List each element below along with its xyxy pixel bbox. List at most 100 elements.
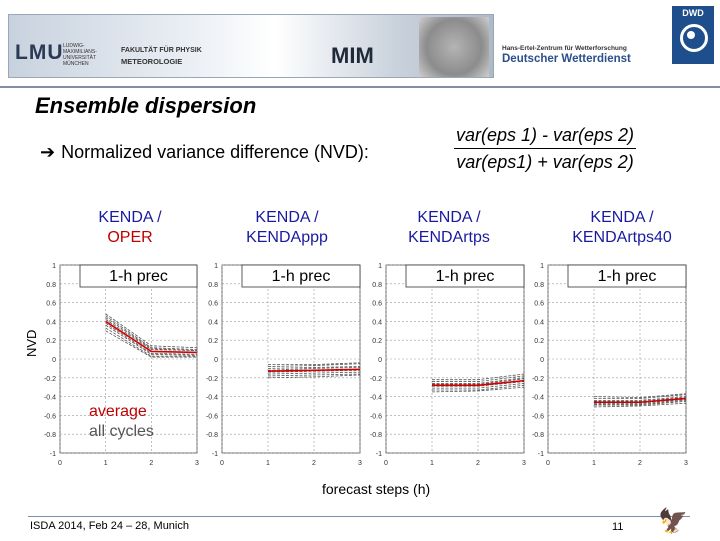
formula-numerator: var(eps 1) - var(eps 2) bbox=[454, 125, 637, 149]
eagle-emblem-icon: 🦅 bbox=[658, 507, 688, 535]
y-tick-label: 0.8 bbox=[372, 282, 382, 289]
member-series-line bbox=[594, 400, 687, 406]
experiment-label-line2: OPER bbox=[107, 229, 153, 246]
y-tick-label: -0.2 bbox=[44, 376, 56, 383]
header-rule bbox=[0, 86, 720, 88]
y-tick-label: 0.8 bbox=[46, 282, 56, 289]
average-annotation: average all cycles bbox=[89, 402, 154, 442]
member-series-line bbox=[432, 383, 525, 389]
y-tick-label: -0.2 bbox=[370, 376, 382, 383]
panel-label: 1-h prec bbox=[436, 268, 495, 285]
experiment-label-line2: KENDArtps40 bbox=[572, 229, 672, 246]
faculty-label: FAKULTÄT FÜR PHYSIK bbox=[121, 47, 202, 54]
y-tick-label: 0.2 bbox=[534, 338, 544, 345]
y-tick-label: 0 bbox=[540, 357, 544, 364]
member-series-line bbox=[267, 374, 361, 379]
institution-banner: LMU LUDWIG- MAXIMILIANS- UNIVERSITÄT MÜN… bbox=[8, 14, 494, 78]
member-series-line bbox=[267, 373, 361, 377]
y-tick-label: -0.4 bbox=[370, 395, 382, 402]
panel-label-box bbox=[567, 264, 687, 288]
panel-label-box bbox=[405, 264, 525, 288]
member-series-line bbox=[105, 322, 198, 355]
experiment-label-line1: KENDA / bbox=[98, 209, 162, 226]
member-series-line bbox=[105, 319, 198, 351]
mim-logo: MIM bbox=[331, 43, 374, 68]
dwd-logo-text: DWD bbox=[682, 8, 704, 18]
x-tick-label: 2 bbox=[149, 460, 153, 467]
slide-title: Ensemble dispersion bbox=[35, 93, 257, 118]
y-tick-label: -0.4 bbox=[44, 395, 56, 402]
x-tick-label: 3 bbox=[195, 460, 199, 467]
x-tick-label: 0 bbox=[58, 460, 62, 467]
x-tick-label: 3 bbox=[358, 460, 362, 467]
panel-label: 1-h prec bbox=[109, 268, 168, 285]
department-label: METEOROLOGIE bbox=[121, 57, 183, 66]
member-series-line bbox=[267, 363, 361, 367]
y-tick-label: 1 bbox=[378, 263, 382, 270]
dwd-swirl-center-icon bbox=[687, 31, 695, 39]
x-tick-label: 2 bbox=[638, 460, 642, 467]
y-tick-label: 1 bbox=[540, 263, 544, 270]
lmu-name-line: MÜNCHEN bbox=[63, 61, 89, 67]
lmu-logo: LMU bbox=[15, 41, 64, 64]
member-series-line bbox=[267, 367, 361, 371]
member-series-line bbox=[267, 371, 361, 375]
member-series-line bbox=[432, 378, 525, 385]
member-series-line bbox=[431, 386, 525, 393]
x-axis-label: forecast steps (h) bbox=[322, 481, 431, 497]
x-tick-label: 1 bbox=[592, 460, 596, 467]
member-series-line bbox=[105, 313, 198, 349]
member-series-line bbox=[268, 362, 361, 366]
x-tick-label: 0 bbox=[546, 460, 550, 467]
bullet-text: Normalized variance difference (NVD): bbox=[61, 142, 369, 162]
experiment-label-line2: KENDArtps bbox=[408, 229, 490, 246]
member-series-line bbox=[593, 393, 687, 398]
y-tick-label: 0.8 bbox=[534, 282, 544, 289]
experiment-label-line1: KENDA / bbox=[590, 209, 654, 226]
x-tick-label: 2 bbox=[476, 460, 480, 467]
x-tick-label: 1 bbox=[104, 460, 108, 467]
mean-series-line bbox=[105, 320, 198, 354]
member-series-line bbox=[105, 315, 198, 350]
x-tick-label: 2 bbox=[312, 460, 316, 467]
y-tick-label: -1 bbox=[538, 451, 544, 458]
y-tick-label: 0.6 bbox=[534, 301, 544, 308]
member-series-line bbox=[105, 317, 198, 351]
y-tick-label: -0.8 bbox=[44, 432, 56, 439]
footer-conference: ISDA 2014, Feb 24 – 28, Munich bbox=[30, 520, 189, 532]
lmu-name-line: UNIVERSITÄT bbox=[63, 55, 97, 61]
formula-denominator: var(eps1) + var(eps 2) bbox=[456, 152, 634, 172]
y-tick-label: 0.6 bbox=[46, 301, 56, 308]
annotation-line1: average bbox=[89, 403, 147, 420]
slide-header: LMU LUDWIG- MAXIMILIANS- UNIVERSITÄT MÜN… bbox=[0, 0, 720, 88]
y-tick-label: 0 bbox=[52, 357, 56, 364]
experiment-label-line1: KENDA / bbox=[417, 209, 481, 226]
y-tick-label: -0.2 bbox=[532, 376, 544, 383]
y-tick-label: 0.4 bbox=[372, 319, 382, 326]
member-series-line bbox=[267, 369, 361, 373]
experiment-label: KENDA / OPER bbox=[80, 208, 180, 248]
arrow-right-icon: ➔ bbox=[40, 142, 56, 162]
dwd-swirl-icon bbox=[680, 24, 708, 52]
y-tick-label: -0.8 bbox=[532, 432, 544, 439]
y-tick-label: 0.6 bbox=[372, 301, 382, 308]
member-series-line bbox=[432, 381, 525, 387]
x-tick-label: 0 bbox=[384, 460, 388, 467]
member-series-line bbox=[594, 394, 687, 399]
bullet-point: ➔ Normalized variance difference (NVD): bbox=[40, 142, 369, 163]
experiment-label-line2: KENDAppp bbox=[246, 229, 328, 246]
x-tick-label: 0 bbox=[220, 460, 224, 467]
y-tick-label: -0.8 bbox=[370, 432, 382, 439]
footer-rule bbox=[28, 516, 690, 541]
dwd-logo: DWD bbox=[672, 6, 714, 64]
mean-series-line bbox=[594, 397, 687, 404]
dwd-center-name: Hans-Ertel-Zentrum für Wetterforschung bbox=[502, 45, 627, 52]
mean-series-line bbox=[267, 368, 361, 373]
x-tick-label: 3 bbox=[522, 460, 526, 467]
y-tick-label: 0.4 bbox=[534, 319, 544, 326]
y-tick-label: 0.2 bbox=[208, 338, 218, 345]
page-number: 11 bbox=[612, 521, 624, 533]
y-tick-label: 0.2 bbox=[372, 338, 382, 345]
y-tick-label: -0.4 bbox=[532, 395, 544, 402]
